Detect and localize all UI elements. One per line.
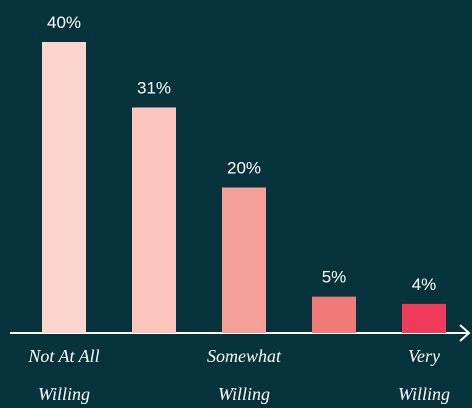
category-label-line: Willing	[218, 384, 270, 404]
bar	[42, 42, 86, 333]
category-label-line: Not At All	[27, 346, 99, 366]
value-label: 31%	[137, 78, 171, 97]
category-label: Not At All Willing	[27, 346, 99, 404]
value-label: 20%	[227, 159, 261, 178]
category-label-line: Somewhat	[207, 346, 282, 366]
value-label: 5%	[322, 268, 347, 287]
value-label: 40%	[47, 13, 81, 32]
bar	[312, 296, 356, 333]
category-label-line: Very	[408, 346, 440, 366]
category-label-line: Willing	[398, 384, 450, 404]
bar	[132, 107, 176, 333]
category-label-line: Willing	[38, 384, 90, 404]
category-label: Somewhat Willing	[207, 346, 282, 404]
category-label: Very Willing	[398, 346, 450, 404]
axis-arrow	[459, 324, 471, 342]
value-label: 4%	[412, 275, 437, 294]
bar	[402, 303, 446, 333]
bar	[222, 187, 266, 333]
